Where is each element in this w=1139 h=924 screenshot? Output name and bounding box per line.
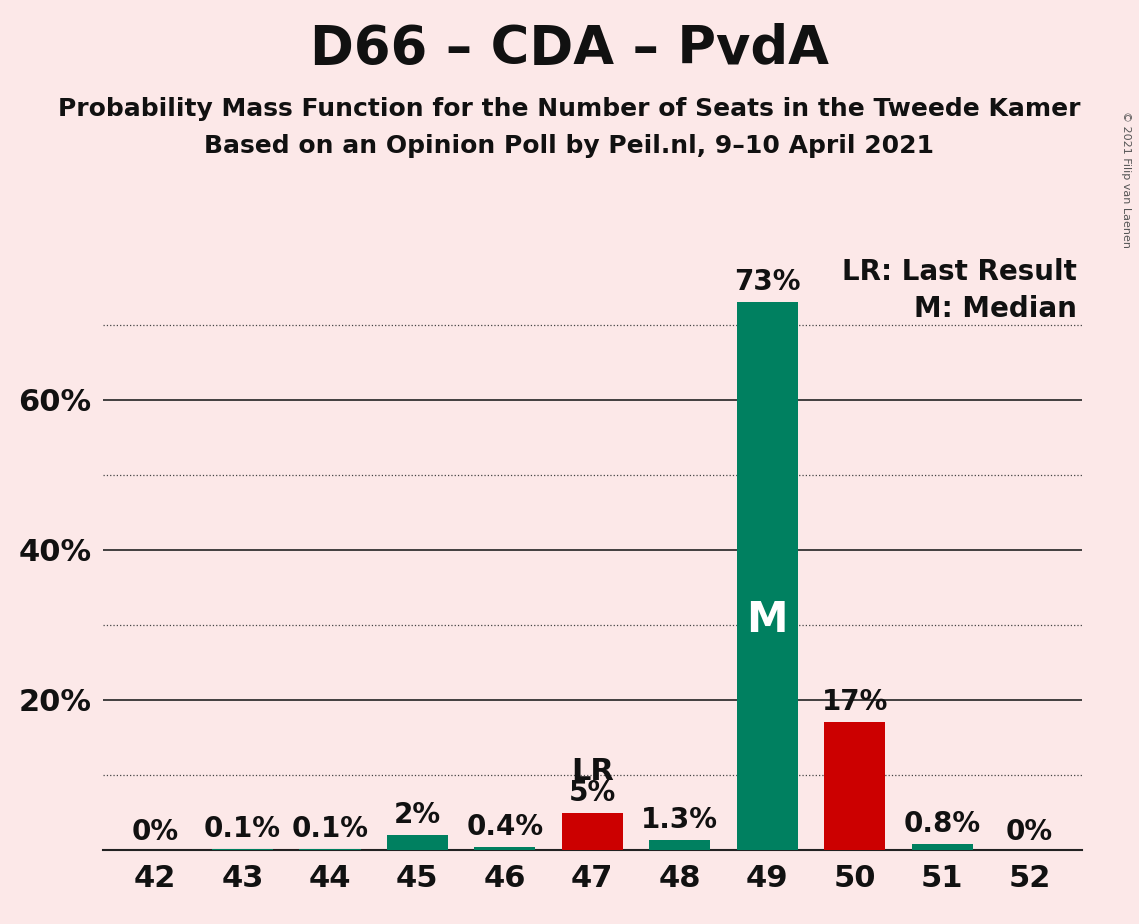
Text: 73%: 73% (734, 268, 801, 296)
Text: Based on an Opinion Poll by Peil.nl, 9–10 April 2021: Based on an Opinion Poll by Peil.nl, 9–1… (205, 134, 934, 158)
Text: 1.3%: 1.3% (641, 807, 719, 834)
Text: 0%: 0% (131, 819, 179, 846)
Text: 0.1%: 0.1% (204, 815, 281, 844)
Bar (737, 302, 797, 850)
Text: M: M (746, 599, 788, 641)
Text: D66 – CDA – PvdA: D66 – CDA – PvdA (310, 23, 829, 75)
Bar (911, 845, 973, 850)
Text: 5%: 5% (568, 779, 616, 807)
Text: 2%: 2% (394, 801, 441, 829)
Text: Probability Mass Function for the Number of Seats in the Tweede Kamer: Probability Mass Function for the Number… (58, 97, 1081, 121)
Bar (387, 835, 448, 850)
Text: LR: LR (571, 758, 614, 786)
Text: LR: Last Result: LR: Last Result (842, 259, 1077, 286)
Text: 0%: 0% (1006, 819, 1054, 846)
Bar (562, 812, 623, 850)
Bar (823, 723, 885, 850)
Bar (649, 840, 711, 850)
Bar (474, 847, 535, 850)
Text: 0.8%: 0.8% (903, 810, 981, 838)
Text: © 2021 Filip van Laenen: © 2021 Filip van Laenen (1121, 111, 1131, 248)
Text: 17%: 17% (821, 688, 887, 716)
Text: 0.1%: 0.1% (292, 815, 368, 844)
Text: 0.4%: 0.4% (466, 813, 543, 841)
Text: M: Median: M: Median (915, 295, 1077, 322)
